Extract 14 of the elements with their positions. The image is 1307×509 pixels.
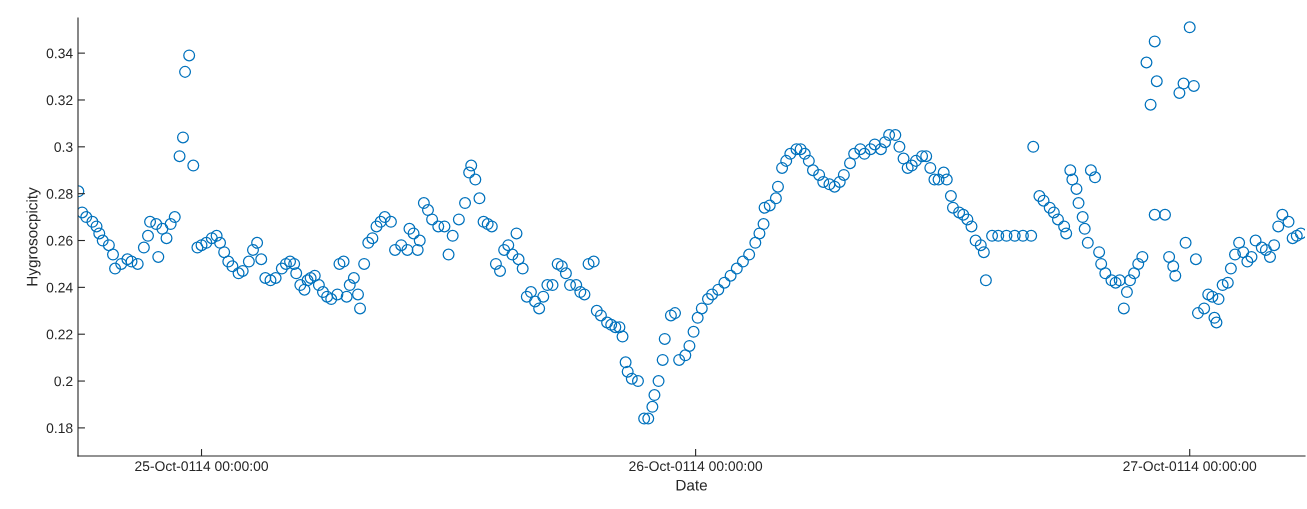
- y-tick-label: 0.22: [46, 329, 73, 340]
- y-tick-label: 0.18: [46, 423, 73, 434]
- y-tick-label: 0.3: [54, 142, 73, 152]
- y-tick-label: 0.34: [46, 48, 73, 59]
- x-axis-title: Date: [676, 479, 707, 491]
- y-tick-label: 0.28: [46, 189, 73, 199]
- y-tick-label: 0.2: [54, 376, 73, 387]
- y-tick-label: 0.24: [46, 282, 73, 293]
- y-tick-label: 0.32: [46, 95, 73, 106]
- x-tick-label: 27-Oct-0114 00:00:00: [1123, 461, 1257, 472]
- y-tick-label: 0.26: [46, 235, 73, 246]
- x-tick-label: 26-Oct-0114 00:00:00: [629, 461, 763, 472]
- x-tick-label: 25-Oct-0114 00:00:00: [135, 461, 269, 472]
- y-axis-title: Hygrosocpicity: [26, 187, 41, 286]
